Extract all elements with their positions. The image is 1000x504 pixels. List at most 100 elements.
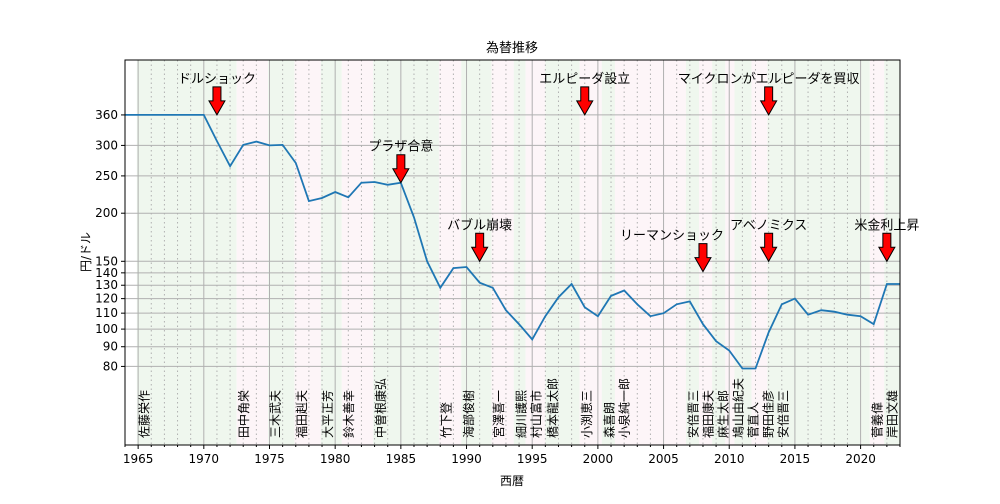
y-axis-label: 円/ドル <box>79 232 93 272</box>
x-tick-label: 2020 <box>845 452 876 466</box>
pm-term-band <box>513 60 526 445</box>
pm-term-band <box>545 60 580 445</box>
pm-label: 岸田文雄 <box>884 390 899 438</box>
x-axis-label: 西暦 <box>500 474 524 488</box>
y-tick-label: 200 <box>95 206 118 220</box>
x-tick-label: 2000 <box>583 452 614 466</box>
y-tick-label: 140 <box>95 266 118 280</box>
annotation: マイクロンがエルピーダを買収 <box>678 72 860 116</box>
pm-label: 佐藤栄作 <box>137 390 151 438</box>
pm-labels: 佐藤栄作 田中角栄 三木武夫 福田赳夫 大平正芳 鈴木善幸 中曽根康弘 竹下登 海部俊樹 宮澤喜一… <box>137 378 899 438</box>
series-line <box>125 114 900 370</box>
pm-label: 小泉純一郎 <box>617 378 631 438</box>
x-tick-label: 1995 <box>517 452 548 466</box>
annotation: エルピーダ設立 <box>539 71 630 116</box>
pm-label: 橋本龍太郎 <box>545 378 560 438</box>
annotation-label: ドルショック <box>178 72 256 87</box>
y-tick-label: 360 <box>95 108 118 122</box>
pm-label: 麻生太郎 <box>715 390 730 438</box>
pm-label: 竹下登 <box>438 402 453 438</box>
pm-term-band <box>491 60 514 445</box>
x-tick-label: 2010 <box>714 452 745 466</box>
annotation: バブル崩壊 <box>447 217 512 263</box>
pm-label: 福田康夫 <box>700 390 715 438</box>
pm-term-band <box>136 60 237 445</box>
pm-label: 中曽根康弘 <box>373 378 388 438</box>
y-tick-label: 80 <box>103 359 118 373</box>
pm-term-band <box>373 60 439 445</box>
pm-label: 鳩山由紀夫 <box>731 378 745 438</box>
pm-label: 海部俊樹 <box>461 390 476 438</box>
pm-label: 安倍晋三 <box>685 390 700 438</box>
y-tick-label: 250 <box>95 169 118 183</box>
y-tick-label: 110 <box>95 306 118 320</box>
y-tick-label: 130 <box>95 278 118 292</box>
y-tick-label: 120 <box>95 292 118 306</box>
annotation-arrow-icon <box>759 232 778 263</box>
pm-term-band <box>767 60 870 445</box>
annotation-arrow-icon <box>575 86 594 116</box>
y-tick-label: 100 <box>95 322 118 336</box>
annotation-label: アベノミクス <box>730 218 807 233</box>
y-tick-label: 150 <box>95 254 118 268</box>
axes: 1965 1970 1975 1980 1985 1990 1995 2000 2005 2010… <box>95 108 901 466</box>
annotation: リーマンショック <box>620 229 724 273</box>
pm-term-band <box>320 60 342 445</box>
plot-frame <box>124 59 901 446</box>
annotation-arrow-icon <box>694 243 712 273</box>
pm-term-band <box>268 60 295 445</box>
annotation: アベノミクス <box>730 218 807 263</box>
annotation-arrow-icon <box>208 86 226 116</box>
x-tick-label: 1985 <box>386 452 417 466</box>
pm-label: 菅義偉 <box>869 402 884 438</box>
annotation-label: マイクロンがエルピーダを買収 <box>678 72 860 87</box>
y-tick-label: 300 <box>95 138 118 152</box>
x-tick-label: 2015 <box>780 452 811 466</box>
pm-label: 細川護熙 <box>513 390 528 438</box>
pm-term-band <box>734 60 752 445</box>
pm-term-band <box>725 60 735 445</box>
pm-label: 福田赳夫 <box>294 390 309 438</box>
annotation-arrow-icon <box>391 154 410 184</box>
pm-term-bands <box>136 60 900 445</box>
pm-term-band <box>579 60 602 445</box>
pm-label: 森喜朗 <box>601 402 616 438</box>
annotation-label: リーマンショック <box>620 229 724 244</box>
pm-label: 菅直人 <box>746 402 760 438</box>
annotation-label: プラザ合意 <box>368 139 433 155</box>
annotation-label: エルピーダ設立 <box>539 71 630 87</box>
x-tick-label: 1980 <box>320 452 351 466</box>
chart-title: 為替推移 <box>486 40 538 56</box>
annotation: プラザ合意 <box>368 139 433 184</box>
annotation-label: 米金利上昇 <box>854 217 919 233</box>
y-tick-label: 90 <box>103 340 118 354</box>
x-tick-label: 1965 <box>123 452 154 466</box>
pm-term-band <box>341 60 374 445</box>
pm-label: 小渕恵三 <box>580 390 594 438</box>
series <box>125 114 900 370</box>
pm-term-band <box>438 60 462 445</box>
annotation: 米金利上昇 <box>854 217 919 263</box>
x-tick-label: 2005 <box>648 452 679 466</box>
pm-term-band <box>712 60 726 445</box>
x-tick-label: 1970 <box>189 452 220 466</box>
annotation-arrow-icon <box>470 232 489 263</box>
x-tick-label: 1975 <box>254 452 285 466</box>
pm-term-band <box>236 60 269 445</box>
annotation-arrow-icon <box>759 86 778 116</box>
pm-label: 宮澤喜一 <box>491 390 506 438</box>
annotation: ドルショック <box>178 72 256 116</box>
annotation-label: バブル崩壊 <box>447 217 512 233</box>
pm-term-band <box>525 60 546 445</box>
pm-label: 三木武夫 <box>269 390 283 438</box>
pm-label: 安倍晋三 <box>775 390 790 438</box>
x-tick-label: 1990 <box>451 452 482 466</box>
pm-label: 大平正芳 <box>321 390 335 438</box>
pm-term-band <box>294 60 321 445</box>
pm-label: 野田佳彦 <box>760 390 775 438</box>
pm-label: 村山富市 <box>528 390 543 438</box>
pm-term-band <box>685 60 700 445</box>
annotation-arrow-icon <box>878 232 896 263</box>
